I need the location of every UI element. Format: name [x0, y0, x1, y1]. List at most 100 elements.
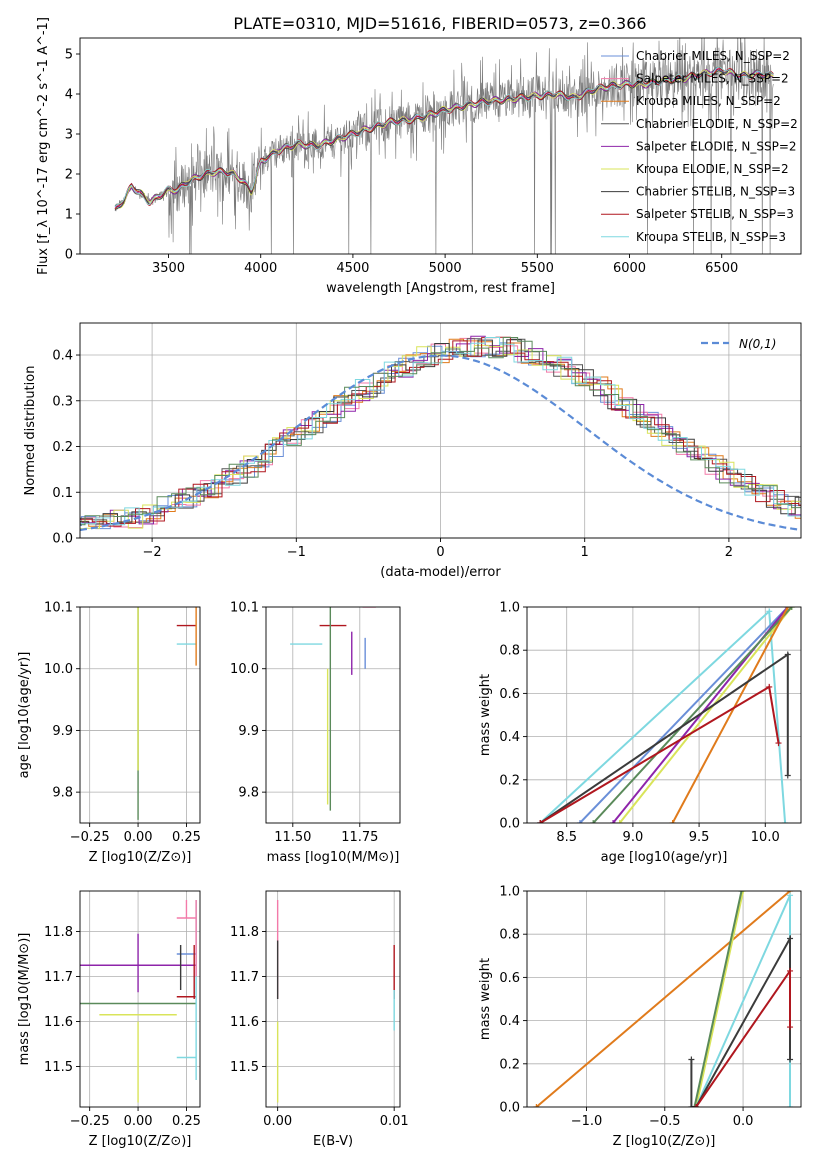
- data-point-marker: [766, 608, 773, 615]
- residuals-grid: [80, 323, 801, 539]
- age-vs-mass-panel: 11.50 11.75 9.8 9.9 10.0 10.1 mass [log10(M/M⊙…: [230, 601, 401, 865]
- y-tick-label: 11.5: [230, 1060, 259, 1075]
- residuals-axes-frame: [79, 322, 802, 539]
- mass_vs_Z-grid: [80, 891, 200, 1107]
- mass-weight-series-line: [535, 891, 791, 1107]
- mass-weight-series-line: [690, 934, 791, 1107]
- age_vs_mass-grid: [266, 606, 400, 823]
- data-point-marker: [616, 820, 623, 823]
- errorbar-point: [80, 933, 197, 993]
- residual-histogram-step: [80, 339, 801, 525]
- x-tick-label: 2: [725, 545, 733, 560]
- legend-entry-label: Salpeter ELODIE, N_SSP=2: [636, 139, 797, 153]
- x-tick-label: 0: [436, 545, 444, 560]
- residual-histogram-step: [80, 336, 801, 527]
- legend-entry-label: Kroupa MILES, N_SSP=2: [636, 94, 781, 108]
- spectrum-y-axis-label: Flux [f_λ 10^-17 erg cm^-2 s^-1 A^-1]: [36, 17, 51, 275]
- model-spectrum-line: [114, 68, 774, 210]
- y-tick-label: 4: [65, 88, 73, 103]
- data-point-marker: [784, 607, 791, 610]
- legend-entry-label: Kroupa ELODIE, N_SSP=2: [636, 162, 789, 176]
- massweight_vs_age-x-axis-label: age [log10(age/yr)]: [601, 850, 728, 865]
- data-point-marker: [537, 820, 544, 823]
- legend-entry-label: Chabrier ELODIE, N_SSP=2: [636, 117, 798, 131]
- data-point-marker: [787, 1104, 794, 1107]
- y-tick-label: 1: [65, 208, 73, 223]
- residuals-legend: N(0,1): [701, 337, 776, 351]
- data-point-marker: [590, 820, 597, 823]
- data-point-marker: [787, 892, 794, 899]
- y-tick-label: 11.6: [230, 1015, 259, 1030]
- legend-entry-label: Kroupa STELIB, N_SSP=3: [636, 230, 786, 244]
- massweight_vs_Z-plot-area: [533, 891, 794, 1107]
- mass_vs_ebv-plot-area: [276, 900, 395, 1103]
- x-tick-label: 0.0: [733, 1114, 754, 1129]
- massweight_vs_age-y-axis-label: mass weight: [478, 674, 493, 756]
- x-tick-label: −0.25: [70, 1114, 110, 1129]
- y-tick-label: 0.2: [499, 1057, 520, 1072]
- x-tick-label: 8.5: [556, 830, 577, 845]
- mass-weight-series-line: [618, 607, 793, 823]
- y-tick-label: 11.6: [44, 1015, 73, 1030]
- y-tick-label: 9.9: [52, 724, 73, 739]
- data-point-marker: [740, 891, 747, 894]
- x-tick-label: 0.01: [380, 1114, 409, 1129]
- data-point-marker: [784, 651, 791, 658]
- data-point-marker: [576, 820, 583, 823]
- y-tick-label: 0.0: [499, 1101, 520, 1116]
- y-tick-label: 9.8: [52, 786, 73, 801]
- x-tick-label: 4500: [336, 261, 369, 276]
- age_vs_Z-y-axis-label: age [log10(age/yr)]: [17, 652, 32, 779]
- age_vs_mass-axes-frame: [265, 606, 401, 824]
- x-tick-label: −0.25: [70, 830, 110, 845]
- y-tick-label: 0.4: [499, 730, 520, 745]
- mass_vs_ebv-axes-frame: [265, 890, 401, 1108]
- age_vs_mass-plot-area: [290, 607, 376, 811]
- x-tick-label: −1: [287, 545, 306, 560]
- mass-weight-vs-metallicity-panel: −1.0 −0.5 0.0 0.0 0.2 0.4 0.6 0.8 1.0 Z [log10(Z/…: [478, 885, 802, 1149]
- age_vs_Z-plot-area: [137, 607, 197, 820]
- y-tick-label: 0.0: [499, 817, 520, 832]
- x-tick-label: −0.5: [649, 1114, 681, 1129]
- x-tick-label: 10.0: [751, 830, 780, 845]
- y-tick-label: 3: [65, 128, 73, 143]
- data-point-marker: [691, 1104, 698, 1107]
- data-point-marker: [784, 772, 791, 779]
- y-tick-label: 11.8: [44, 925, 73, 940]
- y-tick-label: 0.4: [499, 1014, 520, 1029]
- data-point-marker: [688, 1056, 695, 1063]
- x-tick-label: 9.0: [623, 830, 644, 845]
- mass_vs_ebv-x-axis-label: E(B-V): [313, 1134, 353, 1149]
- y-tick-label: 0: [65, 248, 73, 263]
- figure-title: PLATE=0310, MJD=51616, FIBERID=0573, z=0…: [233, 14, 646, 33]
- spectrum-x-axis-label: wavelength [Angstrom, rest frame]: [326, 281, 555, 296]
- x-tick-label: 5500: [521, 261, 554, 276]
- residual-histogram-step: [80, 338, 801, 524]
- mass-weight-series-line: [671, 607, 789, 823]
- y-tick-label: 11.7: [44, 970, 73, 985]
- x-tick-label: 6000: [613, 261, 646, 276]
- y-tick-label: 0.8: [499, 644, 520, 659]
- data-point-marker: [788, 607, 795, 610]
- massweight_vs_Z-y-axis-label: mass weight: [478, 958, 493, 1040]
- errorbar-point: [176, 900, 197, 919]
- y-tick-label: 9.8: [238, 786, 259, 801]
- x-tick-label: −2: [143, 545, 162, 560]
- x-tick-label: 4000: [244, 261, 277, 276]
- x-tick-label: −1.0: [571, 1114, 603, 1129]
- data-point-marker: [738, 891, 745, 894]
- residuals-histogram-panel: −2 −1 0 1 2 0.0 0.1 0.2 0.3 0.4 (data-model)/error…: [23, 322, 802, 580]
- y-tick-label: 0.0: [52, 532, 73, 547]
- mass-weight-series-line: [579, 607, 789, 823]
- y-tick-label: 0.3: [52, 394, 73, 409]
- mass-vs-ebv-panel: 0.00 0.01 11.5 11.6 11.7 11.8 E(B-V): [230, 890, 409, 1149]
- y-tick-label: 0.8: [499, 928, 520, 943]
- residuals-y-axis-label: Normed distribution: [23, 366, 38, 496]
- x-tick-label: 1: [581, 545, 589, 560]
- age-vs-metallicity-panel: −0.25 0.00 0.25 9.8 9.9 10.0 10.1 Z [log10(Z/Z⊙…: [17, 601, 201, 866]
- y-tick-label: 0.4: [52, 349, 73, 364]
- spectrum-legend: Chabrier MILES, N_SSP=2 Salpeter MILES, N…: [601, 49, 798, 244]
- data-point-marker: [610, 820, 617, 823]
- spectrum-panel: 3500 4000 4500 5000 5500 6000 6500 0 1 2 3 4 5 wavele…: [36, 17, 802, 296]
